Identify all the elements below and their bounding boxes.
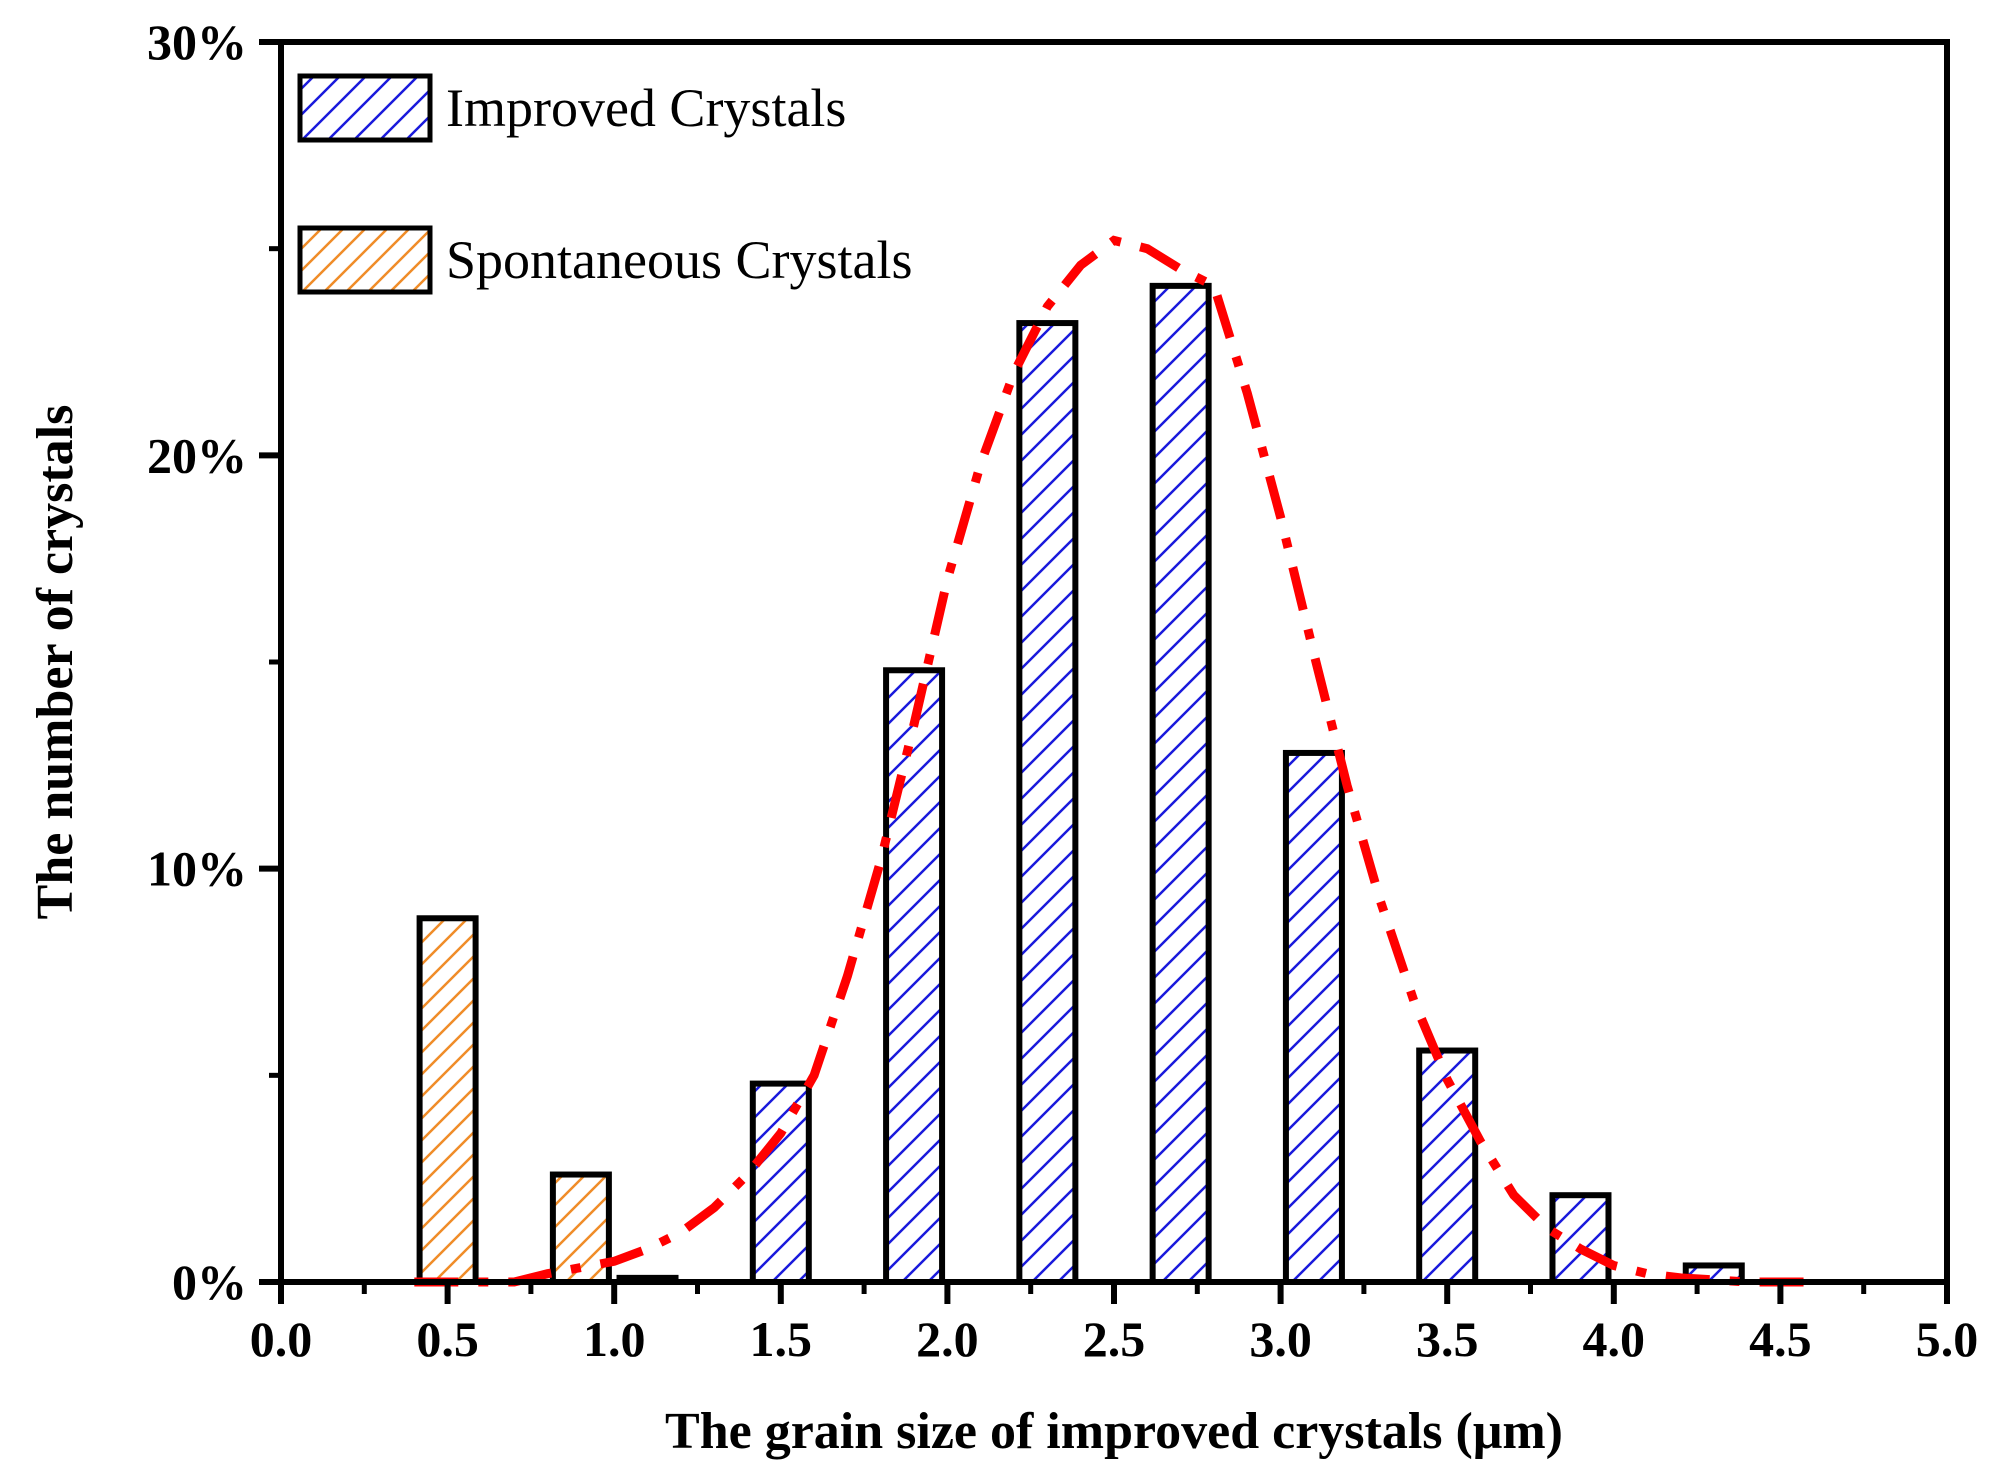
legend-swatch-spontaneous	[297, 225, 433, 295]
y-tick-label: 20%	[147, 427, 247, 483]
x-tick-label: 0.5	[416, 1311, 479, 1367]
y-axis-title: The number of crystals	[27, 405, 84, 920]
x-tick-label: 4.5	[1749, 1311, 1812, 1367]
x-axis-title: The grain size of improved crystals (μm)	[665, 1403, 1563, 1460]
fit-curve-line	[414, 235, 1814, 1287]
bar-improved-3.1	[1282, 749, 1345, 1285]
legend: Improved Crystals Spontaneous Crystals	[297, 73, 913, 295]
y-tick-label: 30%	[147, 14, 247, 70]
bar-improved-2.7	[1149, 282, 1212, 1286]
bars	[416, 282, 1745, 1286]
bar-improved-1.9	[883, 667, 946, 1285]
x-tick-label: 0.0	[250, 1311, 313, 1367]
legend-label-spontaneous: Spontaneous Crystals	[446, 230, 913, 290]
x-tick-label: 2.5	[1083, 1311, 1146, 1367]
bar-improved-1.5	[749, 1080, 812, 1285]
x-tick-label: 2.0	[916, 1311, 979, 1367]
bar-spontaneous-0.9	[549, 1171, 612, 1285]
axis-ticks	[259, 39, 1950, 1304]
bar-improved-3.9	[1549, 1192, 1612, 1285]
legend-label-improved: Improved Crystals	[446, 78, 846, 138]
x-tick-label: 4.0	[1583, 1311, 1646, 1367]
x-tick-label: 1.5	[750, 1311, 813, 1367]
x-tick-labels: 0.0 0.5 1.0 1.5 2.0 2.5 3.0 3.5 4.0 4.5 5.0	[250, 1311, 1979, 1367]
legend-swatch-improved	[297, 73, 433, 143]
x-tick-label: 3.0	[1249, 1311, 1312, 1367]
bar-improved-3.5	[1416, 1047, 1479, 1285]
y-tick-labels: 0% 10% 20% 30%	[147, 14, 247, 1310]
x-tick-label: 5.0	[1916, 1311, 1979, 1367]
x-tick-label: 3.5	[1416, 1311, 1479, 1367]
y-tick-label: 0%	[172, 1254, 247, 1310]
x-tick-label: 1.0	[583, 1311, 646, 1367]
bar-improved-2.3	[1016, 320, 1079, 1286]
y-tick-label: 10%	[147, 841, 247, 897]
bar-spontaneous-0.5	[416, 915, 479, 1285]
plot-frame	[278, 39, 1950, 1285]
fit-curve	[414, 235, 1814, 1287]
